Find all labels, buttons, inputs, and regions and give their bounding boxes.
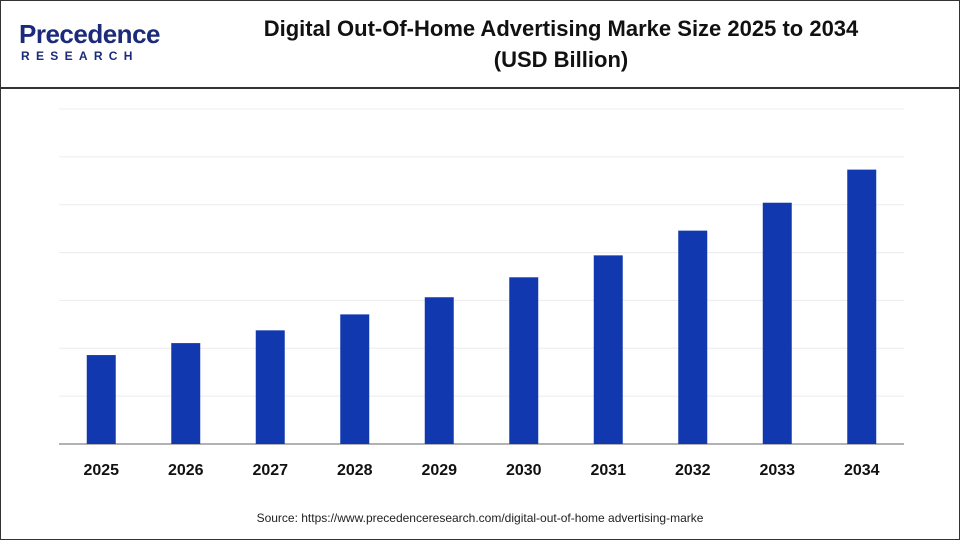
logo-sub: RESEARCH [21,49,139,63]
bar-2032 [678,230,708,444]
chart-title-line2: (USD Billion) [493,47,629,72]
bar-2030 [509,277,539,444]
bar-2029 [424,297,454,444]
header: Precedence RESEARCH Digital Out-Of-Home … [1,1,959,89]
x-tick-label: 2034 [844,462,880,479]
x-tick-label: 2033 [759,462,795,479]
x-tick-label: 2030 [506,462,542,479]
logo-main: Precedence [19,19,160,49]
x-tick-label: 2031 [590,462,626,479]
bar-2025 [86,355,116,444]
chart-title-line1: Digital Out-Of-Home Advertising Marke Si… [263,16,859,41]
x-tick-label: 2027 [252,462,288,479]
bar-2027 [255,330,285,444]
bar-2026 [171,343,201,444]
bar-2028 [340,314,370,444]
x-tick-label: 2025 [83,462,119,479]
bar-2031 [593,255,623,444]
x-tick-label: 2032 [675,462,711,479]
precedence-research-logo: Precedence RESEARCH [19,19,169,69]
bar-2034 [847,169,877,444]
bar-2033 [762,202,792,444]
chart-title: Digital Out-Of-Home Advertising Marke Si… [201,13,921,75]
x-tick-label: 2026 [168,462,204,479]
x-tick-label: 2029 [421,462,457,479]
x-tick-label: 2028 [337,462,373,479]
source-note: Source: https://www.precedenceresearch.c… [256,511,704,525]
